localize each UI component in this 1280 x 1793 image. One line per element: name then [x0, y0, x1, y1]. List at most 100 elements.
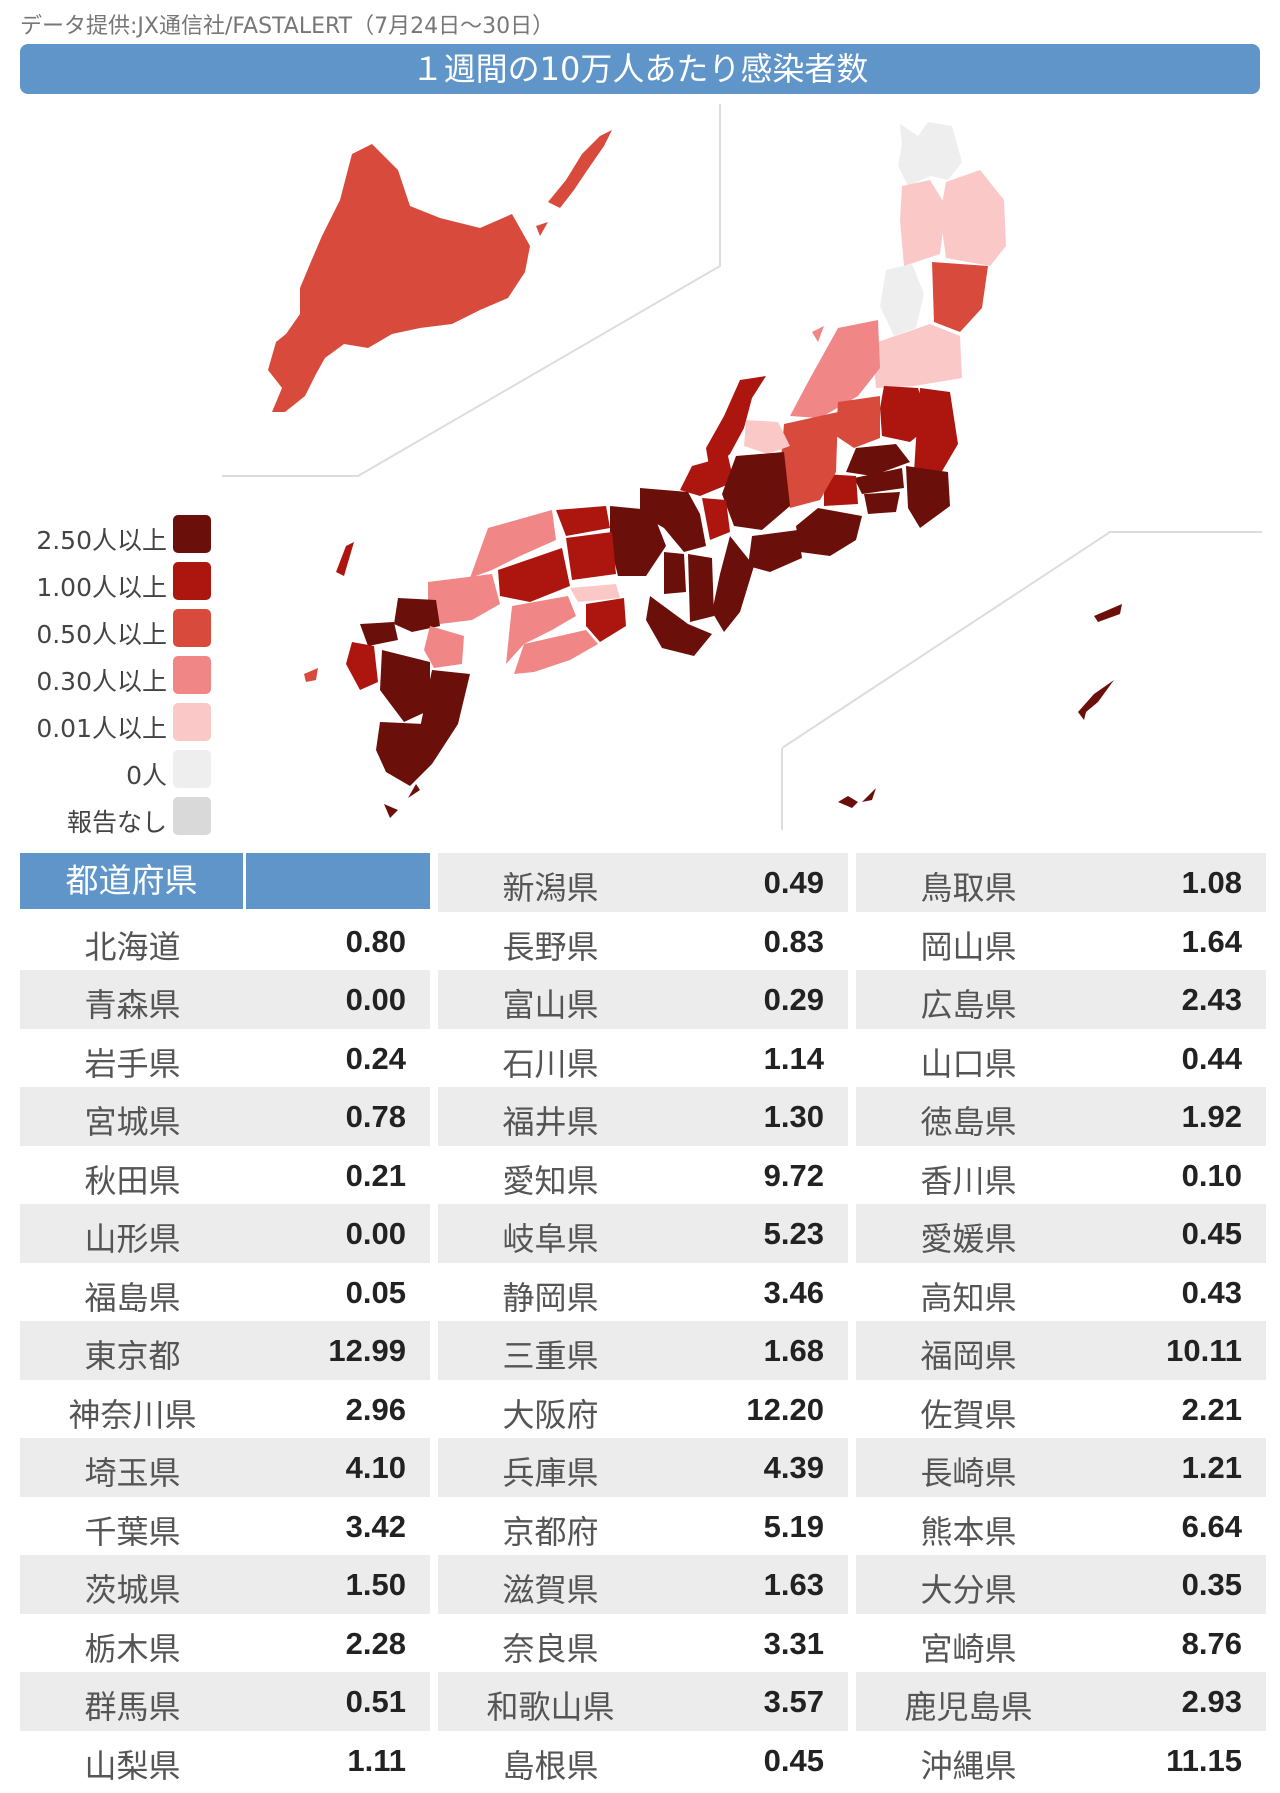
tokyo-region	[854, 468, 904, 494]
table-row: 山形県 0.00	[20, 1204, 430, 1263]
kagawa-region	[570, 584, 620, 602]
legend-item: 0.01人以上	[16, 703, 211, 750]
prefecture-value: 11.15	[1166, 1742, 1242, 1778]
prefecture-name: 山梨県	[84, 1746, 181, 1785]
table-row: 兵庫県 4.39	[438, 1438, 848, 1497]
kochi-region	[514, 630, 598, 674]
prefecture-name: 神奈川県	[68, 1395, 197, 1434]
prefecture-name: 和歌山県	[486, 1688, 615, 1726]
prefecture-name: 佐賀県	[920, 1395, 1017, 1434]
prefecture-value: 0.45	[1181, 1216, 1242, 1251]
tottori-region	[556, 506, 610, 536]
prefecture-name: 奈良県	[502, 1629, 599, 1668]
page-title: １週間の10万人あたり感染者数	[20, 44, 1260, 94]
prefecture-value: 0.43	[1181, 1274, 1242, 1310]
hiroshima-region	[498, 548, 570, 602]
chiba-region	[906, 466, 950, 528]
prefecture-name: 徳島県	[920, 1103, 1017, 1141]
prefecture-value: 5.19	[763, 1508, 824, 1544]
prefecture-table-column-1: 都道府県 北海道 0.80 青森県 0.00 岩手県 0.24 宮城県 0.78 秋田県 0.21…	[20, 853, 430, 1789]
prefecture-table-column-3: 鳥取県 1.08 岡山県 1.64 広島県 2.43 山口県 0.44 徳島県 1.92 香川県 0.…	[856, 853, 1266, 1789]
legend-label: 1.00人以上	[36, 573, 167, 602]
table-row: 茨城県 1.50	[20, 1555, 430, 1614]
prefecture-name: 愛媛県	[920, 1220, 1017, 1258]
prefecture-name: 大分県	[920, 1571, 1017, 1609]
table-row: 佐賀県 2.21	[856, 1380, 1266, 1439]
yamaguchi-region	[428, 574, 500, 624]
table-row: 福岡県 10.11	[856, 1321, 1266, 1380]
table-row: 香川県 0.10	[856, 1146, 1266, 1205]
table-header-blank	[246, 853, 430, 909]
prefecture-name: 島根県	[502, 1746, 599, 1785]
mie-region	[712, 536, 754, 632]
prefecture-name: 青森県	[84, 986, 181, 1024]
nagano-region	[780, 412, 838, 508]
prefecture-value: 3.57	[763, 1684, 824, 1719]
map-legend: 2.50人以上 1.00人以上 0.50人以上 0.30人以上 0.01人以上 …	[16, 515, 211, 844]
prefecture-name: 福井県	[502, 1103, 599, 1141]
table-row: 福井県 1.30	[438, 1087, 848, 1146]
fukui-region	[680, 456, 734, 496]
niigata-region	[790, 320, 880, 418]
kumamoto-region	[380, 650, 430, 722]
table-row: 北海道 0.80	[20, 912, 430, 971]
table-row: 石川県 1.14	[438, 1029, 848, 1088]
legend-swatch	[173, 703, 211, 741]
prefecture-name: 群馬県	[84, 1688, 181, 1726]
prefecture-name: 鳥取県	[920, 869, 1017, 907]
prefecture-name: 大阪府	[502, 1395, 599, 1434]
prefecture-name: 栃木県	[84, 1629, 181, 1668]
table-row: 岐阜県 5.23	[438, 1204, 848, 1263]
table-row: 宮城県 0.78	[20, 1087, 430, 1146]
legend-swatch	[173, 656, 211, 694]
prefecture-value: 4.39	[763, 1450, 824, 1485]
prefecture-name: 沖縄県	[920, 1746, 1017, 1785]
wakayama-region	[646, 596, 712, 656]
legend-swatch	[173, 750, 211, 788]
prefecture-name: 愛知県	[502, 1161, 599, 1200]
prefecture-value: 3.31	[763, 1625, 824, 1661]
table-row: 大分県 0.35	[856, 1555, 1266, 1614]
shimane-region	[470, 510, 556, 578]
ishikawa-region	[706, 376, 766, 472]
legend-item: 報告なし	[16, 797, 211, 844]
kanagawa-region	[864, 492, 900, 514]
legend-swatch	[173, 515, 211, 553]
prefecture-value: 0.05	[345, 1274, 406, 1310]
prefecture-name: 長野県	[502, 927, 599, 966]
prefecture-value: 0.10	[1181, 1157, 1242, 1193]
nagasaki-region	[346, 642, 378, 690]
ibaraki-region	[914, 388, 958, 478]
prefecture-value: 1.08	[1181, 865, 1242, 900]
prefecture-value: 0.80	[345, 923, 406, 959]
kagoshima-region	[376, 722, 432, 786]
prefecture-name: 東京都	[84, 1337, 181, 1375]
prefecture-name: 宮城県	[84, 1103, 181, 1141]
japan-choropleth-map	[222, 104, 1262, 830]
table-row: 愛知県 9.72	[438, 1146, 848, 1205]
prefecture-name: 福岡県	[920, 1337, 1017, 1375]
hyogo-region	[610, 506, 666, 576]
table-row: 新潟県 0.49	[438, 853, 848, 912]
prefecture-name: 千葉県	[84, 1512, 181, 1551]
prefecture-name: 高知県	[920, 1278, 1017, 1317]
prefecture-name: 北海道	[84, 927, 181, 966]
table-row: 鹿児島県 2.93	[856, 1672, 1266, 1731]
prefecture-value: 12.99	[328, 1333, 406, 1368]
saga-region	[360, 622, 398, 646]
table-row: 京都府 5.19	[438, 1497, 848, 1556]
table-row: 福島県 0.05	[20, 1263, 430, 1322]
legend-item: 1.00人以上	[16, 562, 211, 609]
prefecture-name: 兵庫県	[502, 1454, 599, 1492]
prefecture-name: 山口県	[920, 1044, 1017, 1083]
legend-label: 0.50人以上	[36, 620, 167, 649]
prefecture-name: 岡山県	[920, 927, 1017, 966]
table-row: 青森県 0.00	[20, 970, 430, 1029]
shiga-region	[702, 498, 730, 540]
iwate-region	[940, 170, 1006, 266]
prefecture-value: 1.14	[763, 1040, 824, 1076]
prefecture-value: 0.44	[1181, 1040, 1242, 1076]
legend-swatch	[173, 562, 211, 600]
prefecture-value: 0.51	[345, 1684, 406, 1719]
prefecture-name: 宮崎県	[920, 1629, 1017, 1668]
